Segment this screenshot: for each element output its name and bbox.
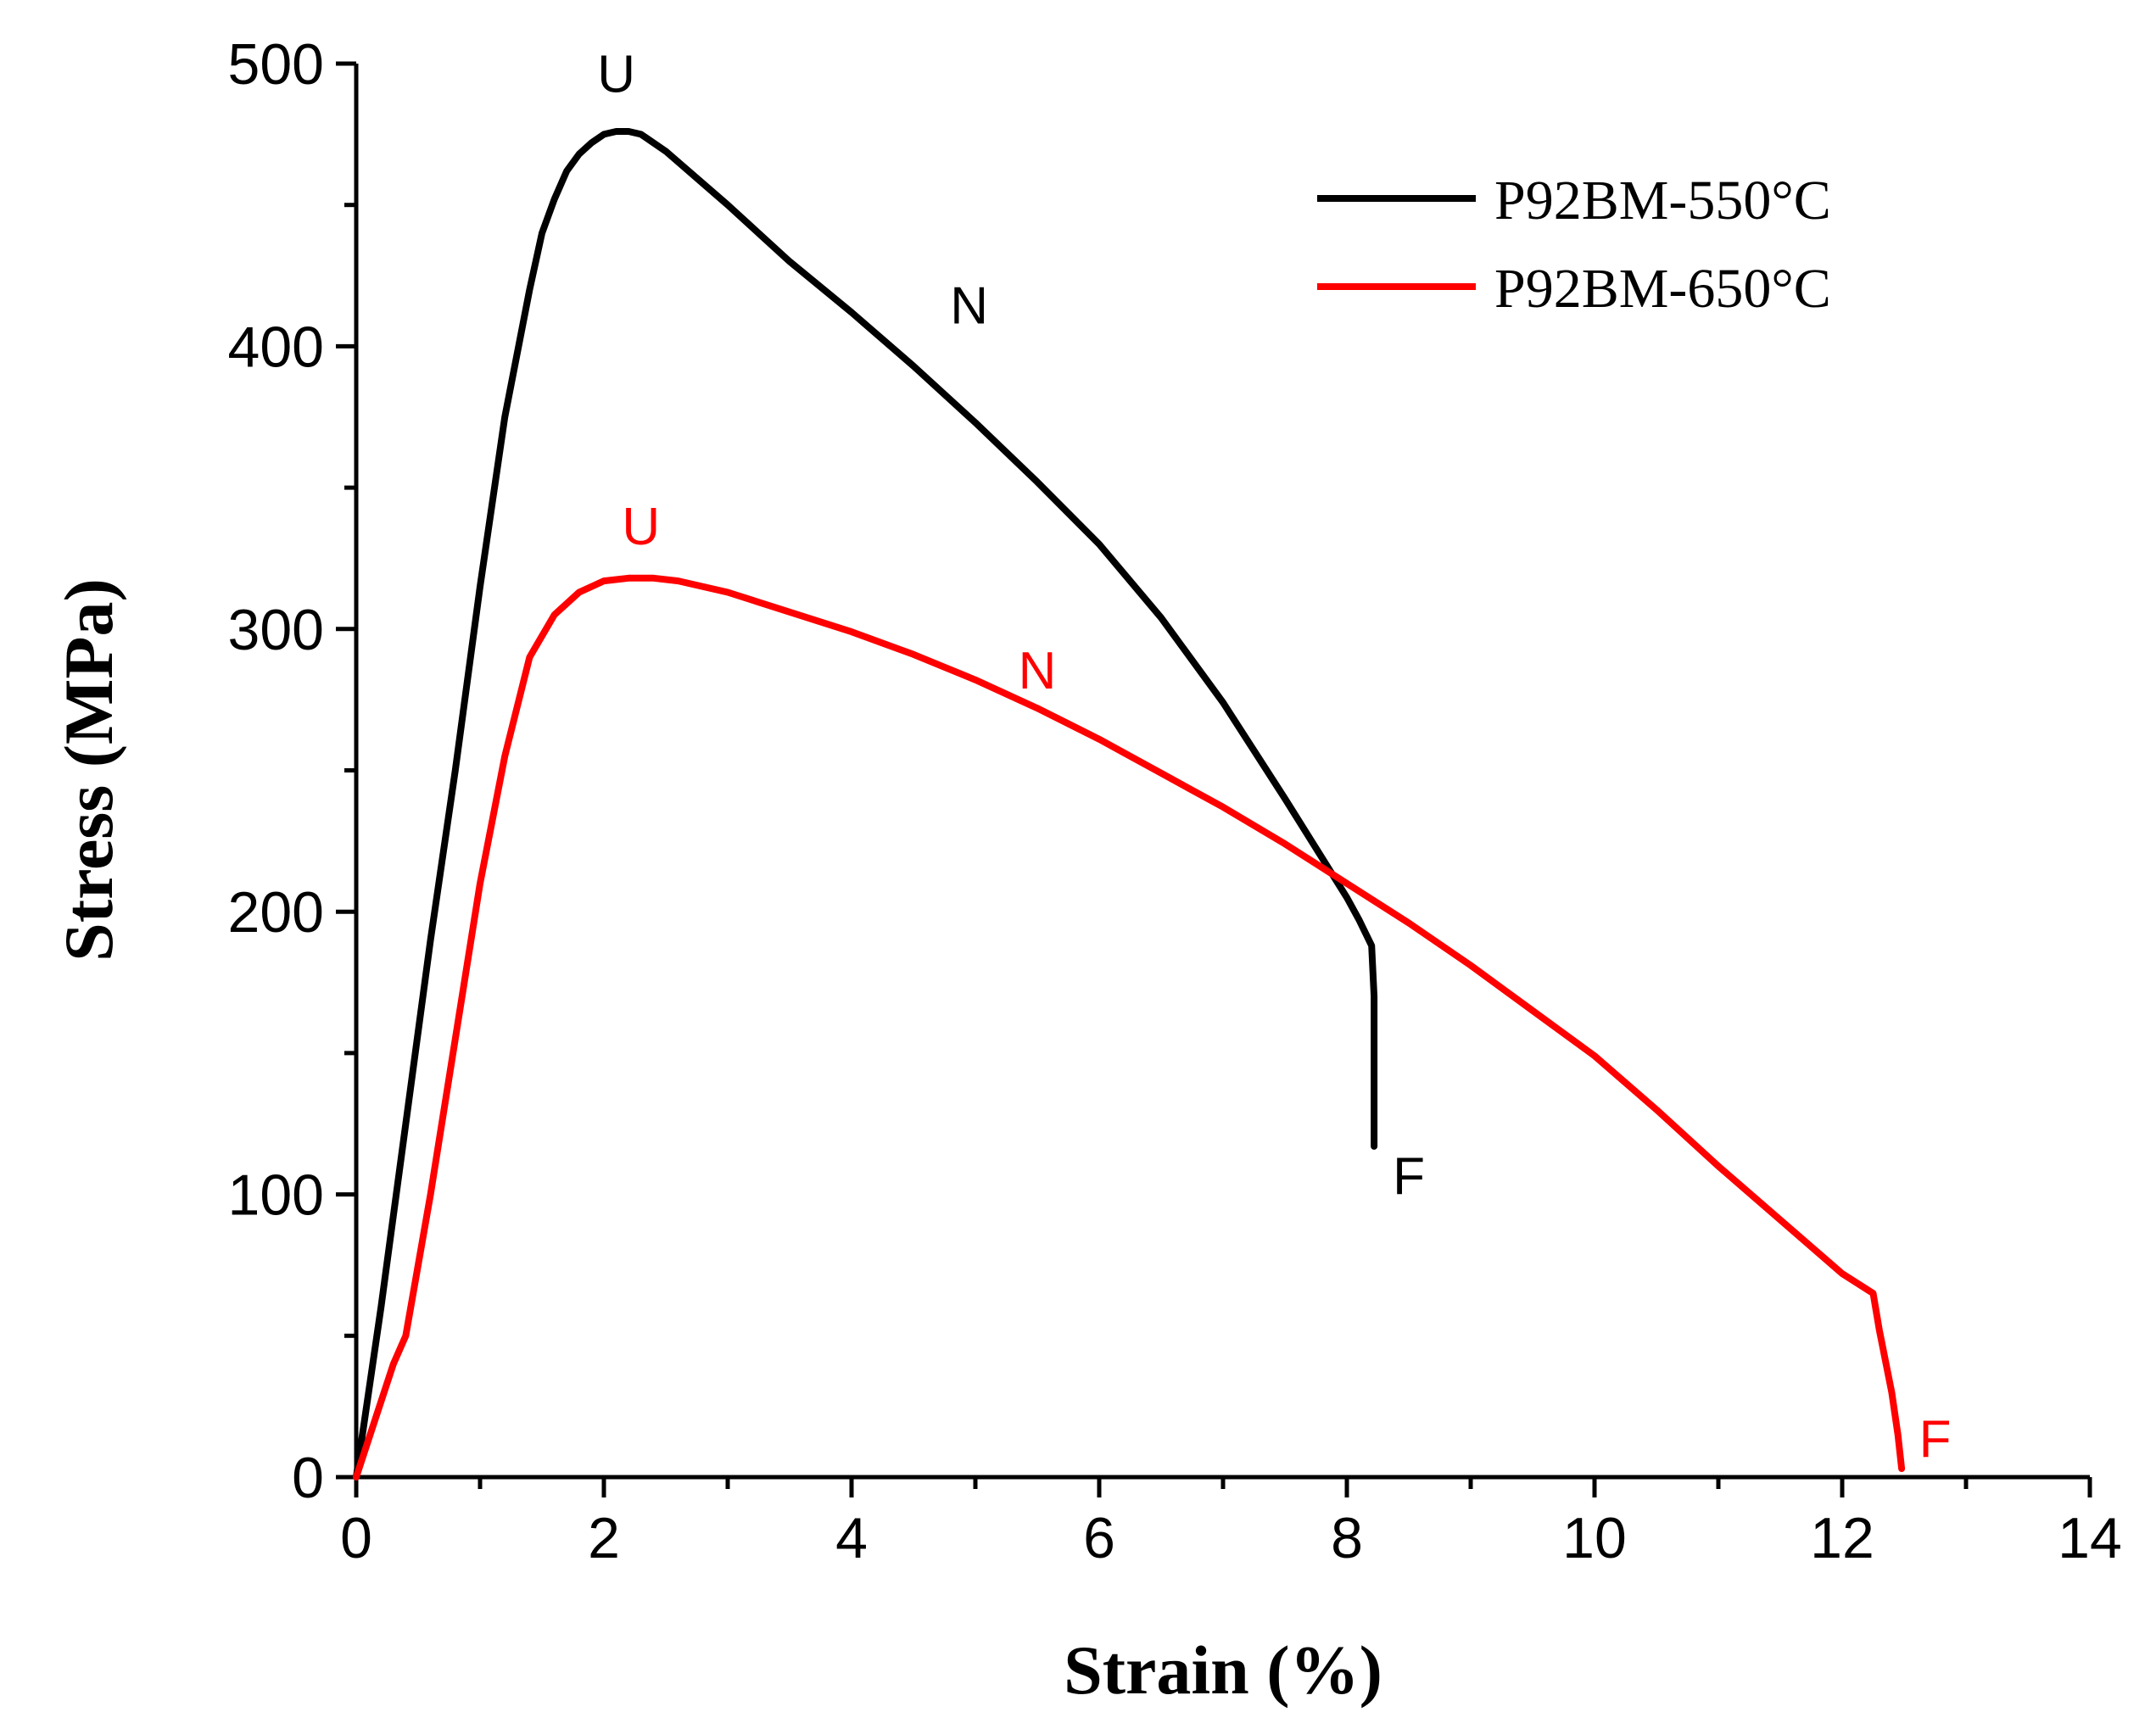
x-axis-title: Strain (%): [1064, 1631, 1382, 1709]
series-layer: [353, 128, 1906, 1481]
y-tick-label: 400: [228, 315, 324, 379]
x-tick-label: 12: [1810, 1506, 1874, 1570]
legend-label-650: P92BM-650°C: [1494, 258, 1831, 320]
series-line-0: [353, 128, 1378, 1481]
annotation-label: N: [1019, 642, 1057, 700]
x-tick-label: 8: [1331, 1506, 1363, 1570]
annotation-label: N: [950, 277, 988, 336]
y-tick-label: 100: [228, 1163, 324, 1228]
y-axis-title: Stress (MPa): [50, 578, 127, 962]
x-tick-label: 14: [2058, 1506, 2122, 1570]
annotation-label: U: [622, 498, 660, 556]
legend: P92BM-550°C P92BM-650°C: [1317, 170, 1831, 320]
annotation-label: F: [1919, 1411, 1952, 1469]
legend-label-550: P92BM-550°C: [1494, 170, 1831, 231]
y-tick-label: 300: [228, 598, 324, 662]
y-tick-label: 200: [228, 880, 324, 945]
y-axis-ticks: 0 100 200 300 400 500: [228, 32, 356, 1510]
series-line-1: [353, 574, 1906, 1481]
x-tick-label: 2: [588, 1506, 620, 1570]
annotation-label: U: [597, 45, 635, 103]
x-tick-label: 0: [340, 1506, 372, 1570]
x-axis-ticks: 0 2 4 6 8 10 12 14: [340, 1477, 2122, 1570]
plot-area: 0 100 200 300 400 500 0 2 4 6 8 10 12 14 U N F U N F: [228, 32, 2122, 1570]
x-tick-label: 6: [1083, 1506, 1115, 1570]
annotation-label: F: [1393, 1148, 1425, 1207]
annotation-layer: U N F U N F: [597, 45, 1951, 1469]
y-tick-label: 500: [228, 32, 324, 97]
y-tick-label: 0: [292, 1446, 324, 1510]
x-tick-label: 10: [1562, 1506, 1627, 1570]
x-tick-label: 4: [835, 1506, 868, 1570]
